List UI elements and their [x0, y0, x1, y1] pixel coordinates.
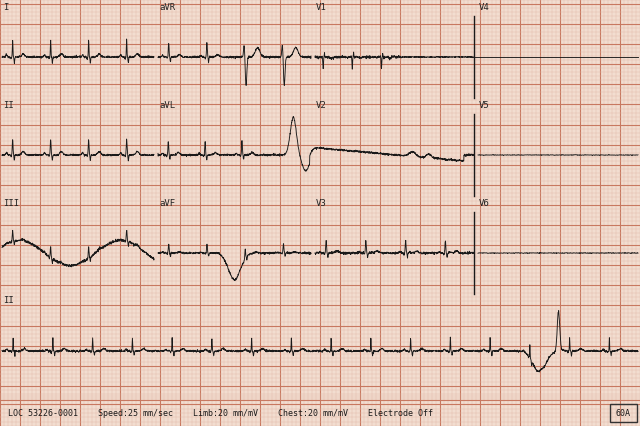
Text: II: II [3, 101, 13, 110]
Bar [0, 400, 640, 426]
Text: aVF: aVF [159, 199, 175, 208]
Text: V4: V4 [479, 3, 490, 12]
Text: II: II [3, 296, 13, 305]
Text: V3: V3 [316, 199, 327, 208]
Text: 60A: 60A [616, 409, 630, 417]
Text: V6: V6 [479, 199, 490, 208]
Text: V2: V2 [316, 101, 327, 110]
Text: V5: V5 [479, 101, 490, 110]
Text: I: I [3, 3, 8, 12]
Text: III: III [3, 199, 19, 208]
Text: LOC 53226-0001    Speed:25 mm/sec    Limb:20 mm/mV    Chest:20 mm/mV    Electrod: LOC 53226-0001 Speed:25 mm/sec Limb:20 m… [8, 409, 433, 417]
Bar [610, 404, 637, 422]
Text: aVR: aVR [159, 3, 175, 12]
Text: V1: V1 [316, 3, 327, 12]
Text: aVL: aVL [159, 101, 175, 110]
